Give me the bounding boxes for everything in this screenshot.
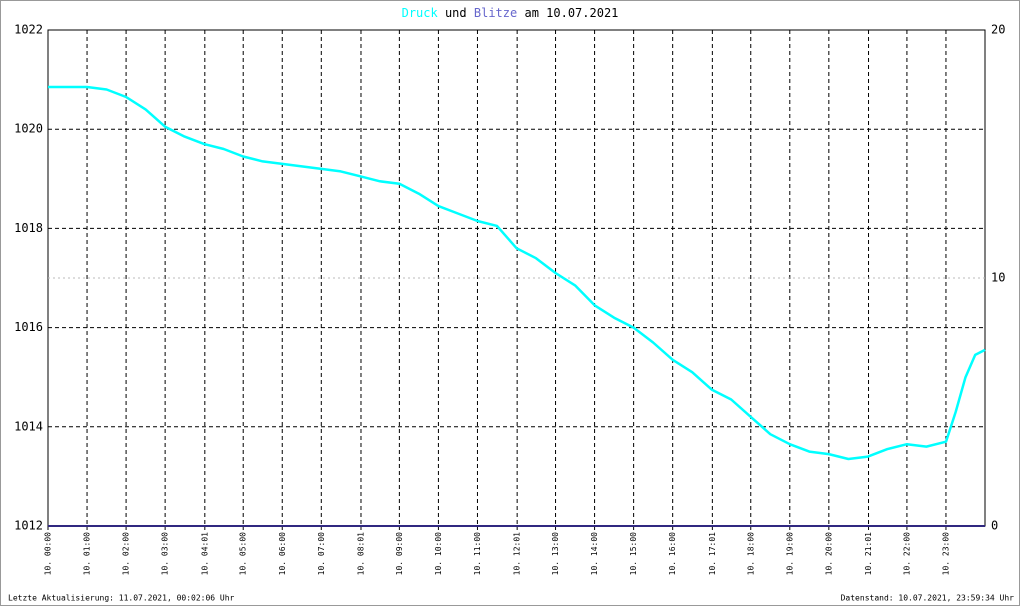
- title-connector: und: [445, 6, 467, 20]
- y-tick-label: 1020: [14, 122, 43, 136]
- x-tick-label: 10. 17:01: [708, 532, 717, 576]
- x-tick-label: 10. 05:00: [239, 532, 248, 576]
- x-tick-label: 10. 14:00: [590, 532, 599, 576]
- x-tick-label: 10. 09:00: [395, 532, 404, 576]
- x-tick-label: 10. 06:00: [278, 532, 287, 576]
- footer-right: Datenstand: 10.07.2021, 23:59:34 Uhr: [841, 594, 1015, 603]
- x-tick-label: 10. 10:00: [434, 532, 443, 576]
- x-tick-label: 10. 01:00: [83, 532, 92, 576]
- x-tick-label: 10. 15:00: [629, 532, 638, 576]
- x-tick-label: 10. 23:00: [941, 532, 950, 576]
- footer-left: Letzte Aktualisierung: 11.07.2021, 00:02…: [8, 594, 235, 603]
- title-suffix: am 10.07.2021: [524, 6, 618, 20]
- series-line: [48, 85, 986, 461]
- y-tick-label: 1012: [14, 519, 43, 533]
- x-tick-label: 10. 19:00: [785, 532, 794, 576]
- x-tick-label: 10. 11:00: [473, 532, 482, 576]
- x-tick-label: 10. 07:00: [317, 532, 326, 576]
- x-tick-label: 10. 04:01: [200, 532, 209, 576]
- x-tick-label: 10. 16:00: [668, 532, 677, 576]
- chart-title: Druck und Blitze am 10.07.2021: [402, 6, 619, 20]
- y2-tick-label: 20: [991, 23, 1005, 37]
- x-tick-label: 10. 13:00: [551, 532, 560, 576]
- x-tick-label: 10. 22:00: [902, 532, 911, 576]
- y2-tick-label: 0: [991, 519, 998, 533]
- x-tick-label: 10. 00:00: [44, 532, 53, 576]
- y-tick-label: 1018: [14, 221, 43, 235]
- y2-tick-label: 10: [991, 271, 1005, 285]
- x-tick-label: 10. 12:01: [513, 532, 522, 576]
- x-tick-label: 10. 21:01: [864, 532, 873, 576]
- y-tick-label: 1022: [14, 23, 43, 37]
- x-tick-label: 10. 03:00: [161, 532, 170, 576]
- x-tick-label: 10. 08:01: [356, 532, 365, 576]
- x-tick-label: 10. 20:00: [824, 532, 833, 576]
- x-tick-label: 10. 02:00: [122, 532, 131, 576]
- x-tick-label: 10. 18:00: [746, 532, 755, 576]
- y-tick-label: 1014: [14, 419, 43, 433]
- title-series-1: Druck: [402, 6, 439, 20]
- title-series-2: Blitze: [474, 6, 517, 20]
- y-tick-label: 1016: [14, 320, 43, 334]
